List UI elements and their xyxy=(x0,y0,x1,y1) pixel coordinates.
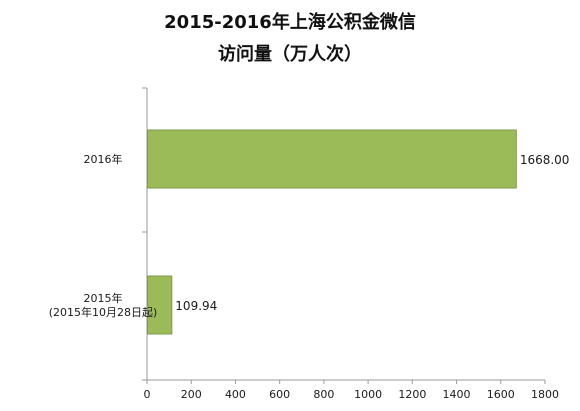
bar-1 xyxy=(147,275,173,335)
x-tick-label-7: 1400 xyxy=(443,388,471,401)
x-tick-label-4: 800 xyxy=(313,388,334,401)
category-label-1-1: (2015年10月28日起) xyxy=(49,305,158,319)
x-tick-label-9: 1800 xyxy=(531,388,559,401)
x-tick-label-1: 200 xyxy=(181,388,202,401)
category-label-1-0: 2015年 xyxy=(84,291,123,305)
chart-title: 2015-2016年上海公积金微信 xyxy=(164,12,416,33)
bar-value-label-1: 109.94 xyxy=(175,299,217,313)
category-label-0-0: 2016年 xyxy=(84,152,123,166)
x-tick-label-3: 600 xyxy=(269,388,290,401)
bar-0 xyxy=(147,129,517,189)
x-tick-label-2: 400 xyxy=(225,388,246,401)
x-tick-label-6: 1200 xyxy=(398,388,426,401)
bar-value-label-0: 1668.00 xyxy=(520,153,570,167)
x-tick-label-8: 1600 xyxy=(487,388,515,401)
x-tick-label-5: 1000 xyxy=(354,388,382,401)
x-tick-label-0: 0 xyxy=(144,388,151,401)
chart-subtitle: 访问量（万人次） xyxy=(218,44,362,65)
